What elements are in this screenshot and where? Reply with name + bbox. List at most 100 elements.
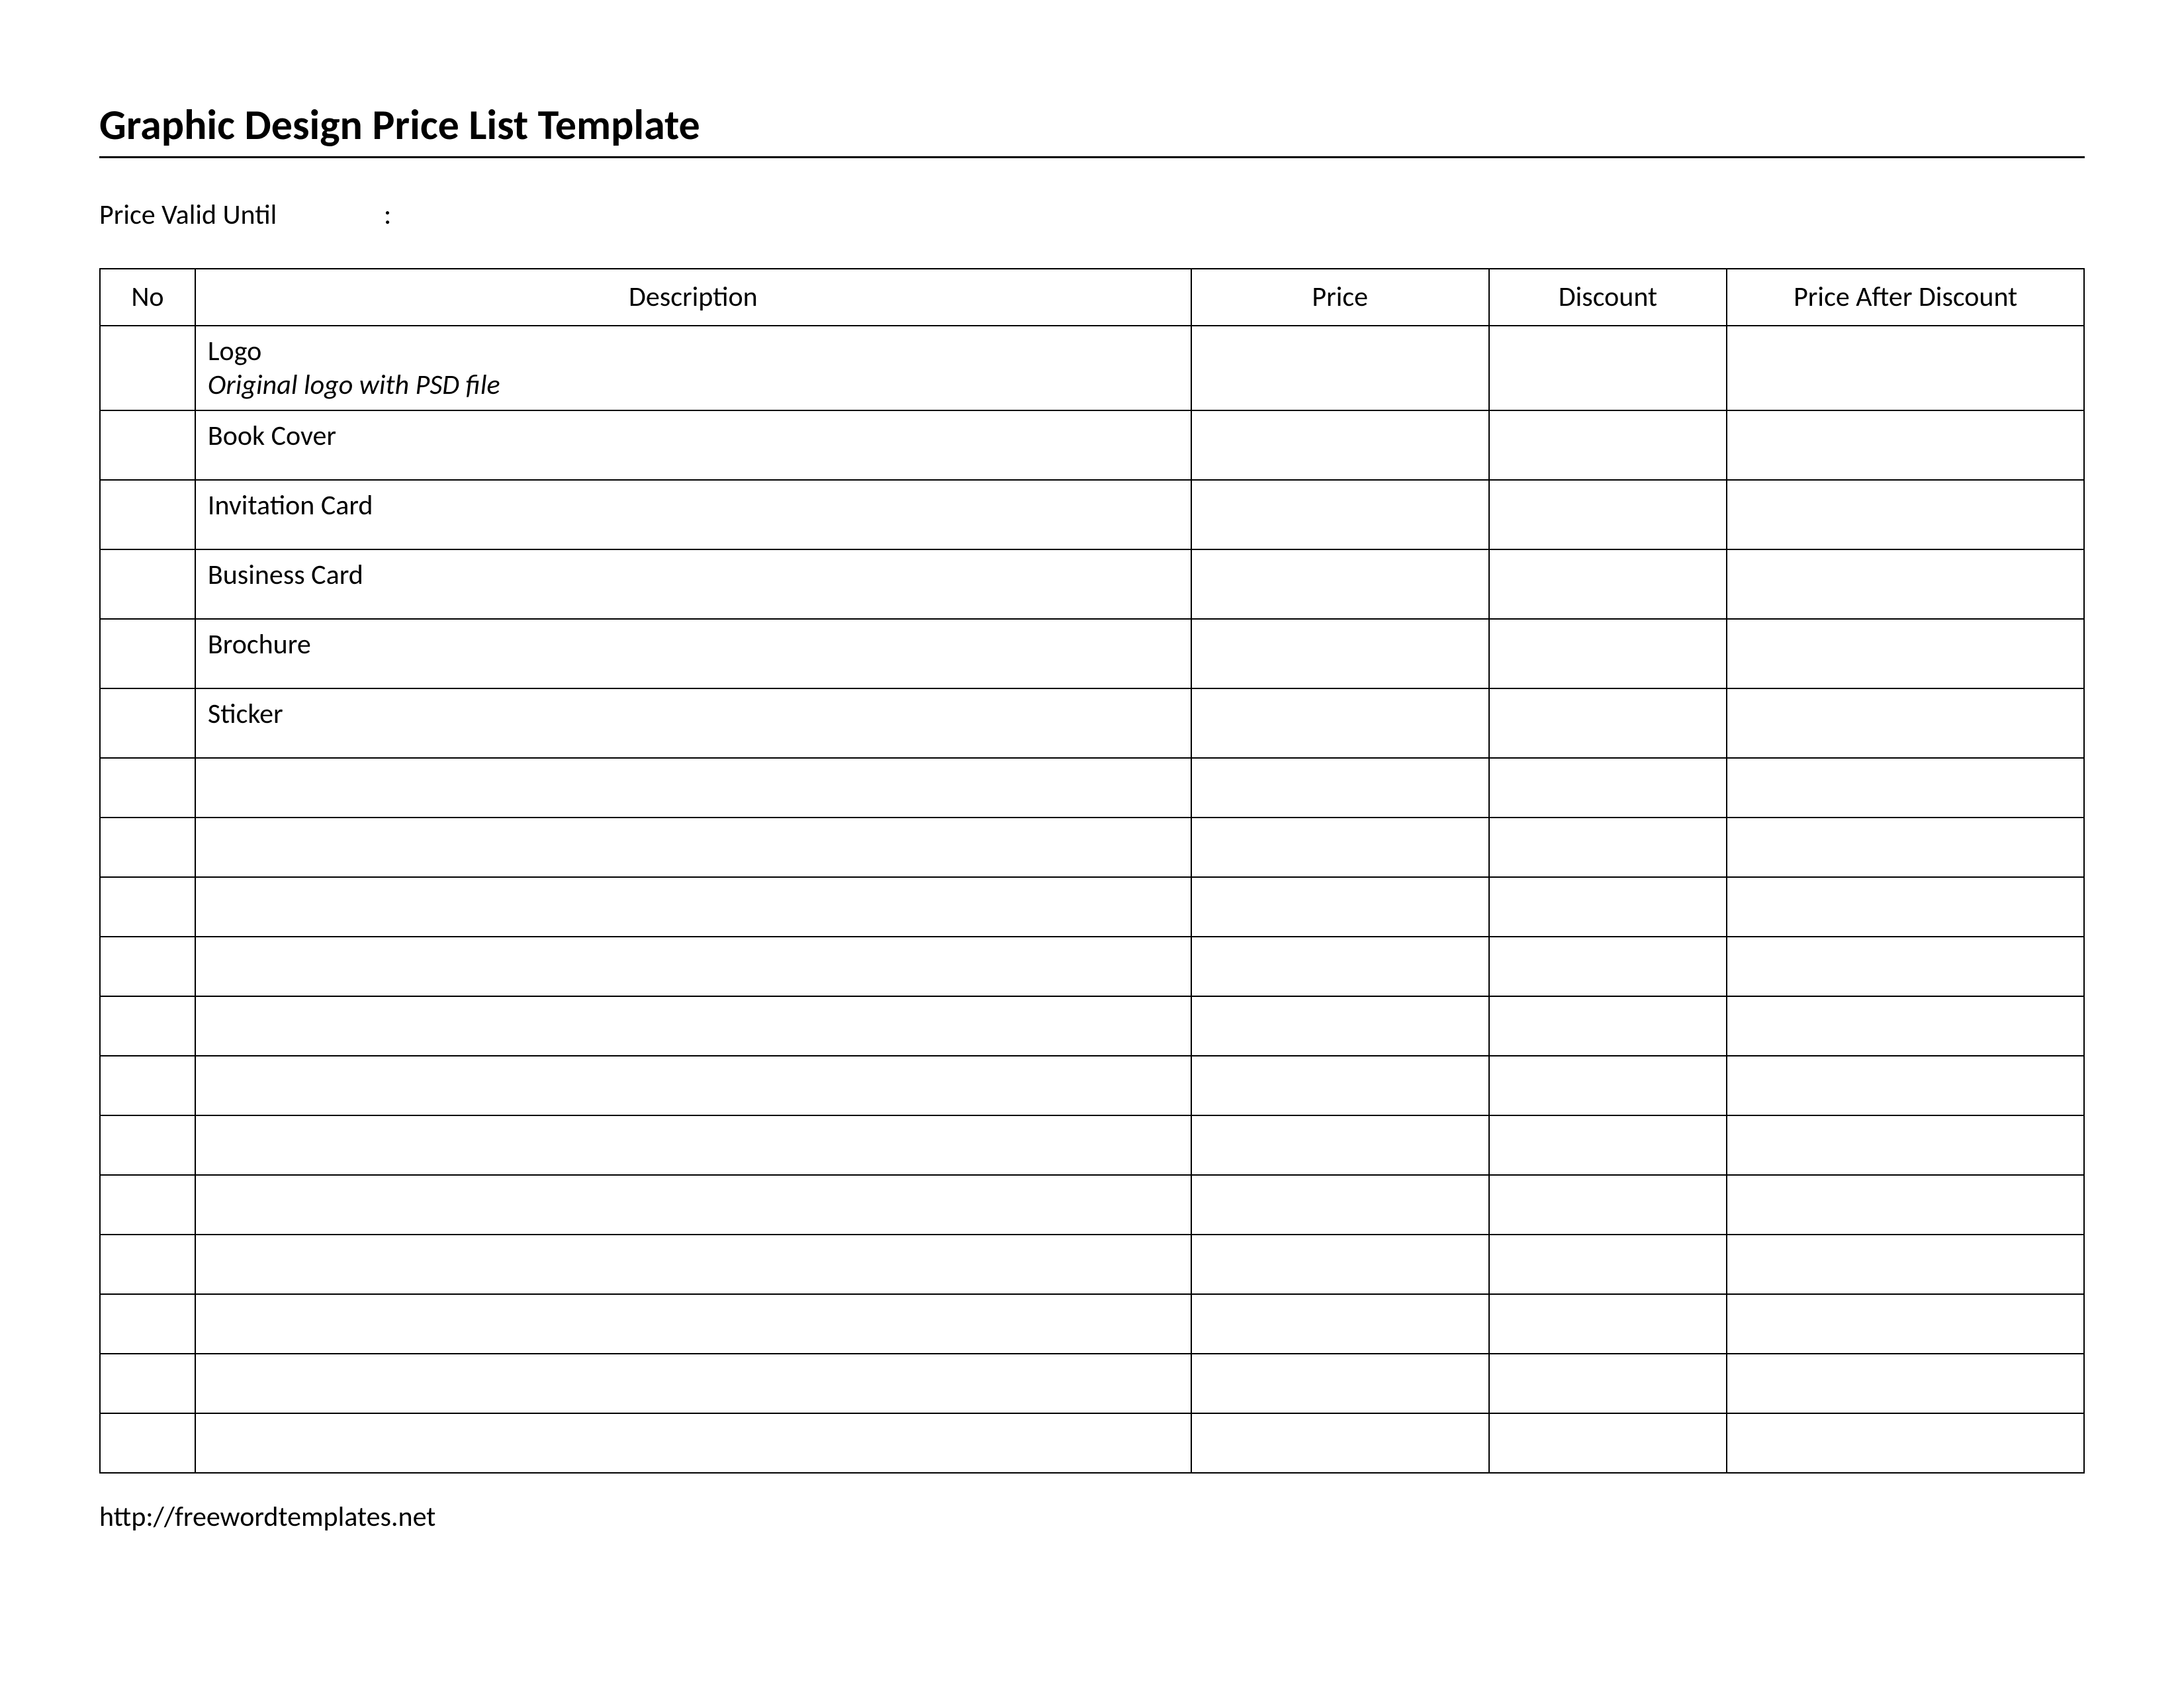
description-main: Sticker bbox=[208, 697, 1179, 731]
cell-price-after-discount bbox=[1727, 1354, 2084, 1413]
cell-price bbox=[1191, 1413, 1489, 1473]
cell-discount bbox=[1489, 1294, 1727, 1354]
table-row bbox=[100, 877, 2084, 937]
cell-price-after-discount bbox=[1727, 758, 2084, 818]
cell-description bbox=[195, 758, 1191, 818]
cell-discount bbox=[1489, 1175, 1727, 1235]
col-header-no: No bbox=[100, 269, 195, 326]
cell-price-after-discount bbox=[1727, 937, 2084, 996]
cell-description bbox=[195, 1294, 1191, 1354]
cell-price-after-discount bbox=[1727, 326, 2084, 410]
col-header-discount: Discount bbox=[1489, 269, 1727, 326]
cell-no bbox=[100, 758, 195, 818]
valid-until-colon: : bbox=[384, 198, 391, 232]
cell-price bbox=[1191, 688, 1489, 758]
cell-price-after-discount bbox=[1727, 1413, 2084, 1473]
table-row bbox=[100, 1115, 2084, 1175]
table-row: LogoOriginal logo with PSD file bbox=[100, 326, 2084, 410]
cell-price bbox=[1191, 549, 1489, 619]
cell-description bbox=[195, 877, 1191, 937]
cell-price bbox=[1191, 1175, 1489, 1235]
col-header-price: Price bbox=[1191, 269, 1489, 326]
cell-price bbox=[1191, 1115, 1489, 1175]
description-main: Business Card bbox=[208, 558, 1179, 592]
cell-price-after-discount bbox=[1727, 996, 2084, 1056]
price-list-table: No Description Price Discount Price Afte… bbox=[99, 268, 2085, 1474]
cell-discount bbox=[1489, 937, 1727, 996]
cell-no bbox=[100, 410, 195, 480]
cell-price bbox=[1191, 937, 1489, 996]
cell-price-after-discount bbox=[1727, 1294, 2084, 1354]
cell-no bbox=[100, 619, 195, 688]
cell-no bbox=[100, 549, 195, 619]
cell-discount bbox=[1489, 818, 1727, 877]
cell-price bbox=[1191, 818, 1489, 877]
cell-discount bbox=[1489, 549, 1727, 619]
cell-no bbox=[100, 1294, 195, 1354]
table-row: Sticker bbox=[100, 688, 2084, 758]
cell-price bbox=[1191, 326, 1489, 410]
cell-discount bbox=[1489, 1354, 1727, 1413]
table-row bbox=[100, 1235, 2084, 1294]
description-main: Invitation Card bbox=[208, 489, 1179, 522]
cell-no bbox=[100, 326, 195, 410]
cell-description bbox=[195, 1354, 1191, 1413]
cell-description: Sticker bbox=[195, 688, 1191, 758]
valid-until-row: Price Valid Until : bbox=[99, 198, 2085, 232]
cell-price-after-discount bbox=[1727, 549, 2084, 619]
table-row bbox=[100, 1354, 2084, 1413]
cell-discount bbox=[1489, 688, 1727, 758]
cell-discount bbox=[1489, 1413, 1727, 1473]
cell-description bbox=[195, 818, 1191, 877]
cell-description: LogoOriginal logo with PSD file bbox=[195, 326, 1191, 410]
description-main: Logo bbox=[208, 334, 1179, 368]
cell-no bbox=[100, 818, 195, 877]
cell-description bbox=[195, 1115, 1191, 1175]
cell-price-after-discount bbox=[1727, 410, 2084, 480]
cell-description bbox=[195, 996, 1191, 1056]
table-row bbox=[100, 818, 2084, 877]
description-main: Book Cover bbox=[208, 419, 1179, 453]
cell-price bbox=[1191, 1056, 1489, 1115]
cell-price-after-discount bbox=[1727, 877, 2084, 937]
cell-no bbox=[100, 688, 195, 758]
cell-price bbox=[1191, 877, 1489, 937]
col-header-price-after-discount: Price After Discount bbox=[1727, 269, 2084, 326]
footer-link: http://freewordtemplates.net bbox=[99, 1500, 2085, 1534]
cell-discount bbox=[1489, 758, 1727, 818]
col-header-description: Description bbox=[195, 269, 1191, 326]
cell-description: Book Cover bbox=[195, 410, 1191, 480]
table-header-row: No Description Price Discount Price Afte… bbox=[100, 269, 2084, 326]
cell-description bbox=[195, 1175, 1191, 1235]
cell-no bbox=[100, 877, 195, 937]
cell-price bbox=[1191, 1354, 1489, 1413]
cell-price-after-discount bbox=[1727, 1235, 2084, 1294]
cell-price-after-discount bbox=[1727, 1175, 2084, 1235]
cell-description bbox=[195, 1235, 1191, 1294]
cell-description: Brochure bbox=[195, 619, 1191, 688]
description-main: Brochure bbox=[208, 628, 1179, 661]
cell-price-after-discount bbox=[1727, 688, 2084, 758]
table-row: Brochure bbox=[100, 619, 2084, 688]
cell-discount bbox=[1489, 619, 1727, 688]
cell-price-after-discount bbox=[1727, 1115, 2084, 1175]
cell-no bbox=[100, 1235, 195, 1294]
cell-discount bbox=[1489, 1056, 1727, 1115]
cell-price-after-discount bbox=[1727, 818, 2084, 877]
table-row: Business Card bbox=[100, 549, 2084, 619]
table-row bbox=[100, 937, 2084, 996]
cell-price bbox=[1191, 1294, 1489, 1354]
description-sub: Original logo with PSD file bbox=[208, 368, 1179, 402]
cell-description: Invitation Card bbox=[195, 480, 1191, 549]
cell-price bbox=[1191, 480, 1489, 549]
cell-no bbox=[100, 1175, 195, 1235]
cell-description bbox=[195, 1056, 1191, 1115]
table-row bbox=[100, 1413, 2084, 1473]
cell-discount bbox=[1489, 1115, 1727, 1175]
cell-discount bbox=[1489, 877, 1727, 937]
cell-price bbox=[1191, 758, 1489, 818]
cell-discount bbox=[1489, 480, 1727, 549]
cell-description bbox=[195, 1413, 1191, 1473]
cell-price-after-discount bbox=[1727, 1056, 2084, 1115]
cell-no bbox=[100, 996, 195, 1056]
